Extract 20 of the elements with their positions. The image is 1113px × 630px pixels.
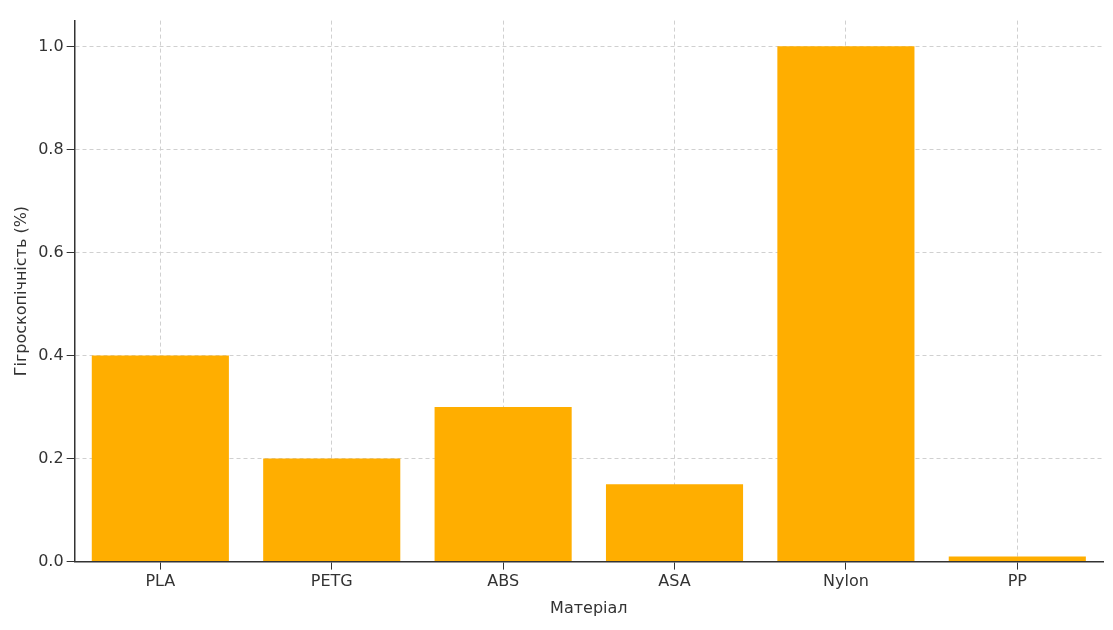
- y-tick-label: 0.8: [38, 138, 64, 158]
- y-tick-label: 0.2: [38, 447, 64, 467]
- bar: [605, 484, 744, 562]
- y-tick-label: 1.0: [38, 35, 64, 55]
- bar: [434, 407, 572, 562]
- x-tick-label: PLA: [145, 571, 176, 591]
- y-tick-label: 0.6: [38, 241, 64, 261]
- x-tick-label: PETG: [310, 571, 353, 591]
- x-tick-label: PP: [1007, 571, 1028, 591]
- bar: [948, 556, 1086, 562]
- x-axis-title: Матеріал: [550, 597, 628, 617]
- x-tick-label: ABS: [487, 571, 520, 591]
- y-axis-title: Гігроскопічність (%): [10, 205, 30, 377]
- bar: [91, 355, 229, 562]
- bar: [263, 458, 401, 562]
- y-tick-label: 0.0: [38, 550, 64, 570]
- bar: [777, 46, 915, 562]
- x-tick-label: ASA: [658, 571, 691, 591]
- y-tick-label: 0.4: [38, 344, 64, 364]
- x-tick-label: Nylon: [823, 571, 869, 591]
